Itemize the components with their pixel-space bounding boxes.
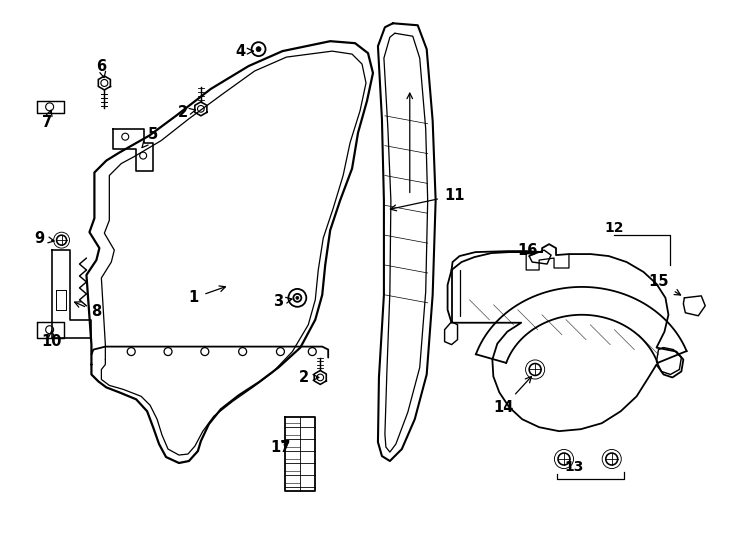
Text: 16: 16 [517, 242, 537, 258]
Text: 1: 1 [189, 286, 225, 305]
Text: 9: 9 [34, 231, 54, 246]
Text: 2: 2 [178, 105, 195, 120]
Text: 13: 13 [564, 460, 584, 474]
Text: 12: 12 [604, 221, 623, 235]
Text: 15: 15 [648, 274, 680, 295]
Text: 10: 10 [41, 331, 62, 349]
Text: 8: 8 [75, 302, 101, 319]
Text: 4: 4 [236, 44, 253, 59]
Text: 7: 7 [42, 110, 52, 130]
Text: 17: 17 [270, 440, 291, 455]
Text: 3: 3 [273, 294, 292, 309]
Text: 14: 14 [493, 376, 531, 415]
Circle shape [296, 296, 299, 299]
Text: 5: 5 [142, 127, 159, 147]
Text: 6: 6 [96, 58, 106, 78]
Text: 2: 2 [299, 370, 319, 385]
Circle shape [256, 46, 261, 52]
Text: 11: 11 [390, 188, 465, 211]
